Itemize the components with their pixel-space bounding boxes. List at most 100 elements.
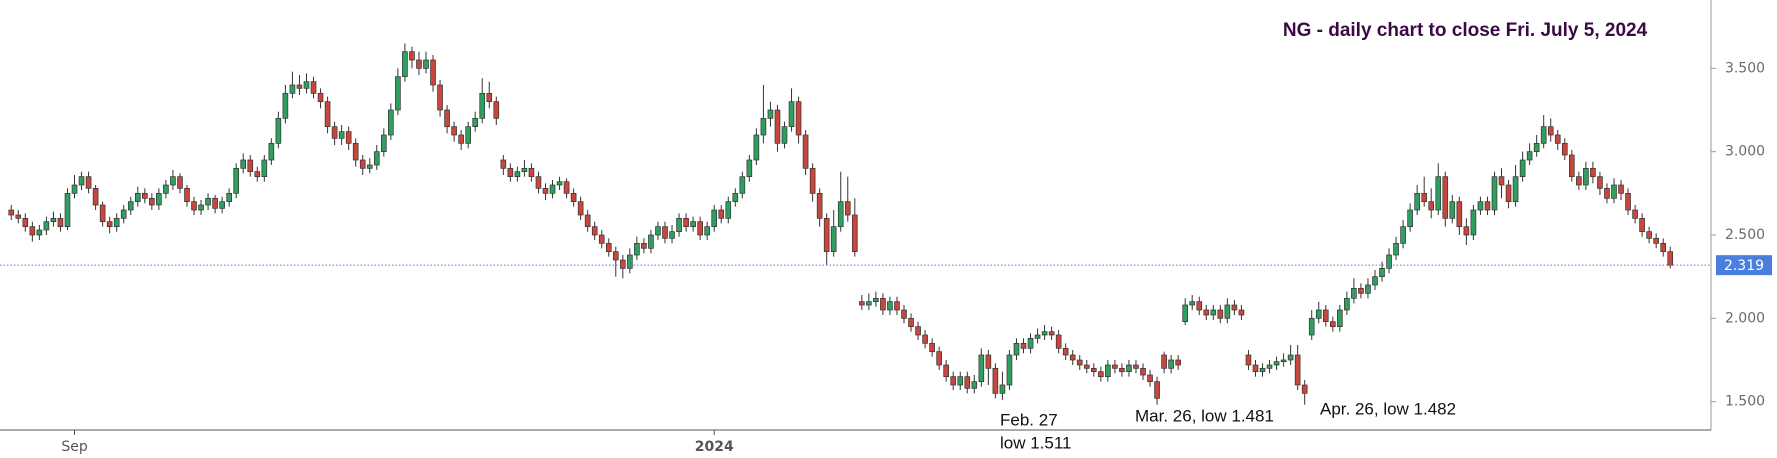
candle-body xyxy=(1611,184,1617,199)
candle-body xyxy=(781,126,788,144)
x-tick-label: Sep xyxy=(61,439,88,455)
candle-body xyxy=(880,297,886,311)
candle-body xyxy=(683,217,689,228)
candle-body xyxy=(22,217,29,228)
candle-body xyxy=(247,159,254,173)
candle-body xyxy=(1484,201,1491,211)
candle-body xyxy=(570,192,577,203)
candle-body xyxy=(1337,309,1343,328)
candle-body xyxy=(78,176,85,186)
candle-body xyxy=(493,101,500,119)
y-tick-label: 2.500 xyxy=(1725,227,1765,243)
candle-body xyxy=(289,84,296,94)
candle-body xyxy=(795,101,802,136)
candle-body xyxy=(395,76,401,111)
candle-body xyxy=(268,142,275,161)
candle-body xyxy=(929,342,935,353)
candle-body xyxy=(458,134,464,144)
candle-body xyxy=(992,367,999,394)
candle-body xyxy=(219,201,225,209)
candle-body xyxy=(873,297,879,303)
candle-body xyxy=(359,159,366,169)
candle-body xyxy=(1090,367,1097,373)
candle-body xyxy=(85,176,92,189)
candle-body xyxy=(830,226,837,253)
candle-body xyxy=(1358,287,1364,294)
candle-body xyxy=(1294,354,1301,386)
candle-body xyxy=(718,209,725,219)
candle-body xyxy=(1590,167,1596,178)
candle-body xyxy=(134,192,141,203)
candle-body xyxy=(451,126,457,136)
candle-body xyxy=(43,221,50,231)
candle-body xyxy=(465,126,471,144)
candle-body xyxy=(662,226,668,239)
candle-body xyxy=(648,234,654,249)
candle-body xyxy=(1442,176,1449,219)
candle-body xyxy=(1456,201,1463,228)
candle-body xyxy=(521,167,528,173)
candle-body xyxy=(1625,192,1631,211)
candle-body xyxy=(1238,309,1245,316)
candle-body xyxy=(226,192,232,203)
candle-body xyxy=(851,214,858,253)
candle-body xyxy=(915,326,921,336)
candle-body xyxy=(894,301,900,311)
annotation: low 1.511 xyxy=(1000,433,1072,452)
candle-body xyxy=(381,134,387,153)
candle-body xyxy=(1597,176,1603,189)
candle-body xyxy=(352,142,359,161)
candle-body xyxy=(922,334,928,344)
candle-body xyxy=(373,151,380,166)
candle-body xyxy=(859,301,865,306)
candle-body xyxy=(823,217,830,253)
candle-body xyxy=(1639,217,1645,233)
candle-body xyxy=(816,192,823,219)
candle-body xyxy=(627,254,633,269)
candle-body xyxy=(486,92,493,103)
candle-body xyxy=(240,159,247,169)
candle-body xyxy=(1126,364,1132,373)
candle-body xyxy=(1414,192,1420,211)
candle-body xyxy=(479,92,486,119)
candle-body xyxy=(205,197,211,206)
candle-body xyxy=(402,51,408,78)
candle-body xyxy=(1421,192,1428,203)
candle-body xyxy=(444,109,450,128)
candle-body xyxy=(901,309,907,319)
candle-body xyxy=(753,134,760,161)
candle-body xyxy=(1224,304,1231,319)
annotation: Mar. 26, low 1.481 xyxy=(1135,406,1274,425)
candle-body xyxy=(985,354,992,369)
candle-body xyxy=(163,184,169,194)
candle-body xyxy=(1048,331,1055,336)
candle-body xyxy=(1105,364,1111,378)
candle-body xyxy=(1168,359,1174,369)
candle-body xyxy=(1646,231,1652,239)
candle-body xyxy=(177,176,183,189)
candle-body xyxy=(71,184,78,194)
candle-body xyxy=(1407,209,1413,228)
candle-body xyxy=(887,301,893,311)
candle-body xyxy=(760,117,767,136)
candle-body xyxy=(641,242,647,249)
candle-body xyxy=(409,51,415,61)
candle-body xyxy=(1491,176,1498,211)
candle-body xyxy=(1098,371,1104,378)
chart-title: NG - daily chart to close Fri. July 5, 2… xyxy=(1283,20,1648,41)
candle-body xyxy=(423,59,429,69)
candle-body xyxy=(936,351,942,366)
candle-body xyxy=(1252,364,1259,373)
candle-body xyxy=(64,192,71,228)
candle-body xyxy=(669,231,675,239)
candle-body xyxy=(1140,367,1146,376)
candle-body xyxy=(1498,176,1505,186)
candle-body xyxy=(1287,354,1294,361)
candle-body xyxy=(1329,321,1336,328)
candle-body xyxy=(605,242,612,253)
candle-body xyxy=(1245,354,1252,366)
candle-body xyxy=(1154,381,1160,399)
candle-body xyxy=(416,59,422,69)
candle-body xyxy=(837,201,844,228)
